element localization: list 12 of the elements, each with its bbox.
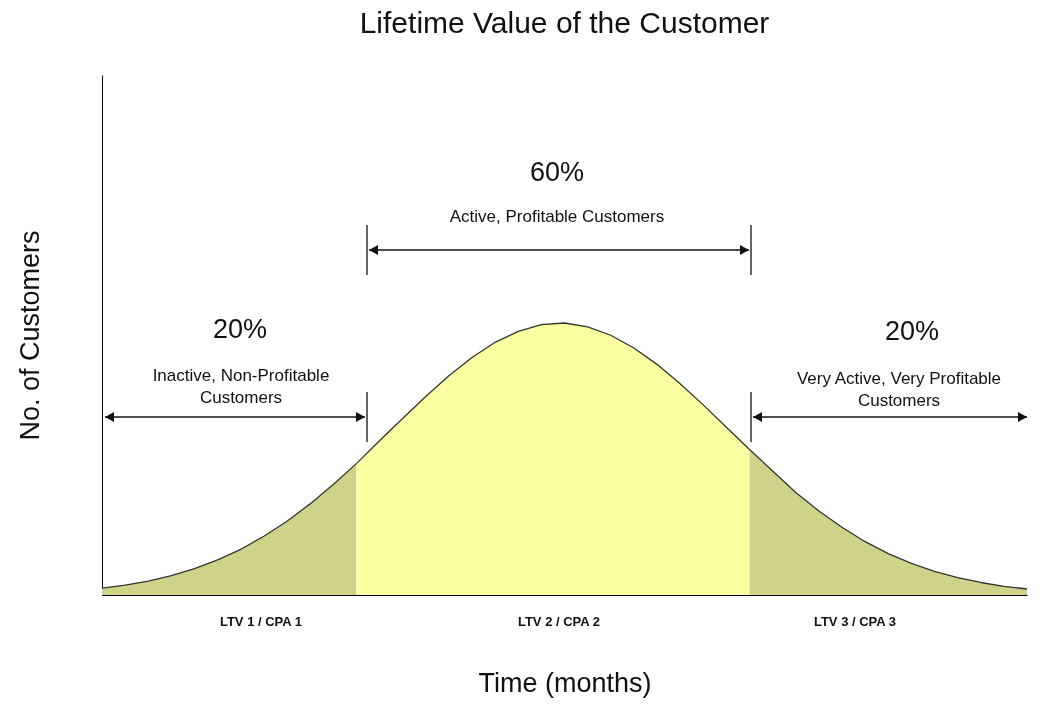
text: LTV 1 / CPA 1 bbox=[218, 613, 304, 631]
text: LTV 3 / CPA 3 bbox=[812, 613, 898, 631]
annotation: Inactive, Non-Profitable Customers bbox=[151, 364, 331, 409]
text: LTV 2 / CPA 2 bbox=[516, 613, 602, 631]
x-axis-title: Time (months) bbox=[478, 667, 652, 698]
annotation: 20% bbox=[211, 313, 268, 347]
annotation: Very Active, Very Profitable Customers bbox=[795, 367, 1003, 412]
annotation: 20% bbox=[883, 315, 940, 349]
text: 60% bbox=[528, 156, 585, 190]
text: Active, Profitable Customers bbox=[448, 205, 666, 228]
y-axis-title: No. of Customers bbox=[14, 230, 45, 441]
chart-title: Lifetime Value of the Customer bbox=[359, 6, 770, 39]
